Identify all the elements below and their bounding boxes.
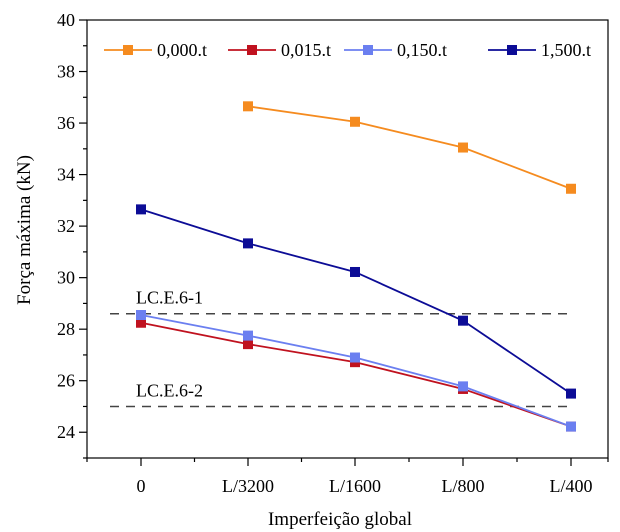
reference-line-label: LC.E.6-1	[136, 288, 203, 308]
y-tick-label: 38	[57, 62, 75, 82]
legend-marker	[123, 45, 133, 55]
data-point	[566, 388, 576, 399]
data-point	[350, 266, 360, 277]
y-tick-label: 32	[57, 216, 75, 236]
data-point	[458, 315, 468, 326]
data-point	[350, 116, 360, 127]
axes	[86, 19, 609, 459]
data-point	[566, 183, 576, 194]
legend-label: 0,150.t	[397, 40, 447, 60]
legend-marker	[247, 45, 257, 55]
x-axis-label: Imperfeição global	[268, 509, 412, 530]
legend: 0,000.t 0,015.t 0,150.t 1,500.t	[104, 40, 591, 60]
data-point	[458, 142, 468, 153]
data-point	[243, 330, 253, 341]
legend-label: 0,015.t	[281, 40, 331, 60]
data-point	[243, 339, 253, 350]
data-point	[136, 317, 146, 328]
y-tick-label: 36	[57, 113, 75, 133]
data-point	[350, 352, 360, 363]
reference-lines: LC.E.6-1 LC.E.6-2	[110, 288, 573, 408]
x-tick-label: L/3200	[222, 476, 274, 496]
data-point	[136, 204, 146, 215]
y-tick-label: 40	[57, 10, 75, 30]
plot-area-frame	[86, 19, 609, 459]
series-line	[140, 314, 572, 428]
legend-label: 0,000.t	[157, 40, 207, 60]
reference-line-label: LC.E.6-2	[136, 380, 203, 400]
y-tick-label: 26	[57, 371, 75, 391]
legend-label: 1,500.t	[541, 40, 591, 60]
y-tick-label: 34	[57, 165, 75, 185]
data-point	[566, 421, 576, 432]
y-tick-label: 28	[57, 319, 75, 339]
x-tick-label: L/400	[550, 476, 593, 496]
x-axis-ticks: 0 L/3200 L/1600 L/800 L/400	[86, 458, 609, 496]
y-axis-ticks: 24 26 28 30 32 34 36 38 40	[57, 10, 87, 459]
data-point	[243, 101, 253, 112]
series-group	[136, 101, 576, 432]
x-tick-label: L/1600	[329, 476, 381, 496]
series-line	[247, 105, 572, 190]
y-axis-label: Força máxima (kN)	[14, 155, 35, 305]
data-point	[243, 238, 253, 249]
x-tick-label: 0	[137, 476, 146, 496]
data-point	[136, 310, 146, 321]
y-tick-label: 30	[57, 268, 75, 288]
legend-marker	[363, 45, 373, 55]
series-line	[140, 321, 572, 428]
legend-marker	[507, 45, 517, 55]
y-tick-label: 24	[57, 422, 75, 442]
x-tick-label: L/800	[442, 476, 485, 496]
data-point	[458, 381, 468, 392]
